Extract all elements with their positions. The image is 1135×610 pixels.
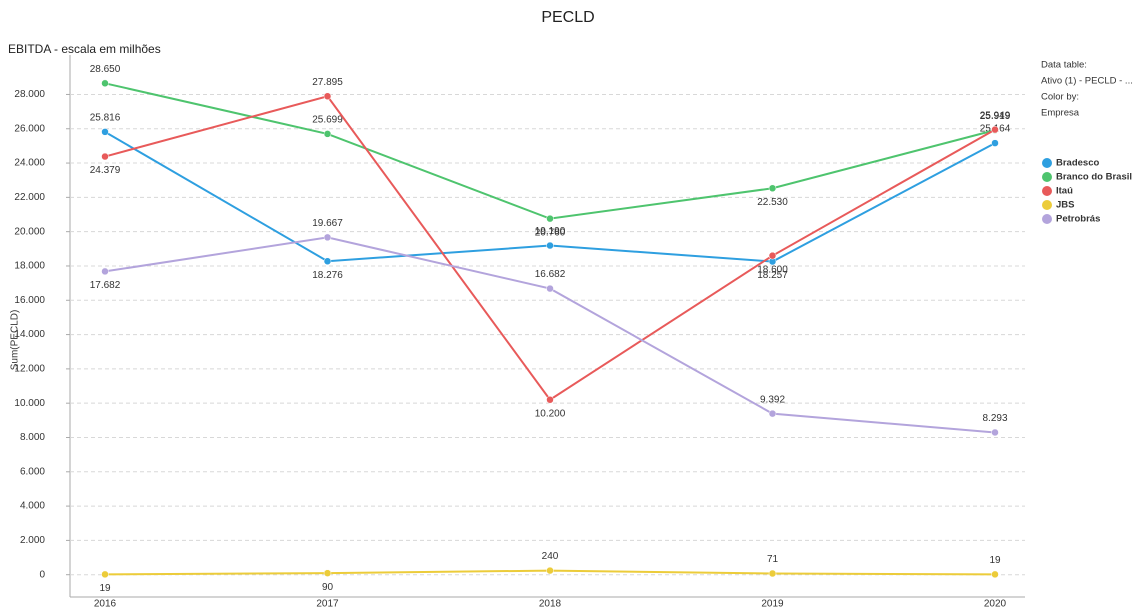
x-tick-label: 2018 — [539, 599, 562, 610]
data-point — [101, 267, 109, 276]
data-point — [768, 569, 777, 578]
legend-label: JBS — [1056, 200, 1074, 211]
data-point — [768, 251, 777, 260]
data-label: 90 — [322, 582, 334, 593]
y-tick-label: 28.000 — [14, 89, 45, 100]
data-label: 28.650 — [90, 64, 121, 75]
data-point — [323, 569, 332, 577]
data-label: 25.919 — [980, 111, 1011, 122]
data-point — [768, 184, 777, 193]
data-point — [546, 241, 554, 250]
y-tick-label: 6.000 — [20, 466, 45, 477]
legend-swatch — [1042, 214, 1052, 224]
data-label: 25.949 — [980, 110, 1011, 121]
chart-subtitle: EBITDA - escala em milhões — [8, 42, 161, 56]
data-point — [546, 396, 554, 404]
data-label: 19 — [99, 583, 111, 594]
data-point — [101, 79, 109, 88]
data-point — [991, 428, 999, 437]
data-label: 22.530 — [757, 197, 788, 208]
data-label: 27.895 — [312, 77, 343, 88]
y-axis-label: Sum(PECLD) — [10, 310, 21, 371]
chart-title: PECLD — [541, 9, 594, 26]
data-point — [991, 570, 999, 579]
y-tick-label: 16.000 — [14, 295, 45, 306]
data-label: 20.760 — [535, 227, 566, 238]
data-point — [546, 566, 554, 575]
data-point — [991, 125, 999, 134]
x-tick-label: 2020 — [984, 599, 1007, 610]
data-label: 240 — [542, 551, 559, 562]
data-point — [323, 257, 332, 265]
y-tick-label: 14.000 — [14, 329, 45, 340]
y-tick-label: 2.000 — [20, 535, 45, 546]
legend-heading: Empresa — [1041, 108, 1080, 119]
x-tick-label: 2017 — [316, 599, 339, 610]
y-tick-label: 24.000 — [14, 158, 45, 169]
data-label: 19.190 — [535, 226, 566, 237]
x-tick-label: 2019 — [761, 599, 784, 610]
data-label: 17.682 — [90, 280, 121, 291]
legend-swatch — [1042, 186, 1052, 196]
series-line — [104, 82, 996, 220]
y-tick-label: 8.000 — [20, 432, 45, 443]
legend-label: Bradesco — [1056, 158, 1099, 169]
data-point — [101, 128, 109, 136]
data-label: 8.293 — [982, 413, 1007, 424]
y-tick-label: 26.000 — [14, 123, 45, 134]
data-label: 25.816 — [90, 113, 121, 124]
data-point — [768, 409, 777, 418]
data-label: 9.392 — [760, 394, 785, 405]
data-point — [323, 92, 332, 101]
data-label: 18.257 — [757, 270, 788, 281]
legend-heading: Data table: — [1041, 60, 1087, 71]
data-point — [323, 233, 332, 242]
data-label: 25.699 — [312, 115, 343, 126]
legend-label: Itaú — [1056, 186, 1073, 197]
data-label: 19 — [989, 555, 1001, 566]
data-point — [323, 130, 332, 138]
data-point — [991, 139, 999, 147]
data-label: 18.276 — [312, 270, 343, 281]
y-tick-label: 10.000 — [14, 398, 45, 409]
legend-swatch — [1042, 172, 1052, 182]
data-label: 10.200 — [535, 408, 566, 419]
legend-heading: Color by: — [1041, 92, 1079, 103]
y-tick-label: 4.000 — [20, 501, 45, 512]
data-label: 71 — [767, 554, 779, 565]
data-point — [101, 152, 109, 161]
legend-swatch — [1042, 200, 1052, 210]
legend-swatch — [1042, 158, 1052, 168]
data-point — [101, 570, 109, 579]
data-label: 16.682 — [535, 269, 566, 280]
x-tick-label: 2016 — [94, 599, 117, 610]
data-point — [546, 284, 554, 293]
legend-heading: Ativo (1) - PECLD - ... — [1041, 76, 1133, 87]
y-tick-label: 22.000 — [14, 192, 45, 203]
y-tick-label: 18.000 — [14, 261, 45, 272]
y-tick-label: 12.000 — [14, 364, 45, 375]
y-tick-label: 0 — [39, 569, 45, 580]
y-tick-label: 20.000 — [14, 226, 45, 237]
data-label: 18.600 — [757, 264, 788, 275]
data-point — [546, 214, 554, 223]
data-label: 19.667 — [312, 218, 343, 229]
legend-label: Petrobrás — [1056, 214, 1100, 225]
data-label: 24.379 — [90, 165, 121, 176]
legend-label: Branco do Brasil — [1056, 172, 1132, 183]
